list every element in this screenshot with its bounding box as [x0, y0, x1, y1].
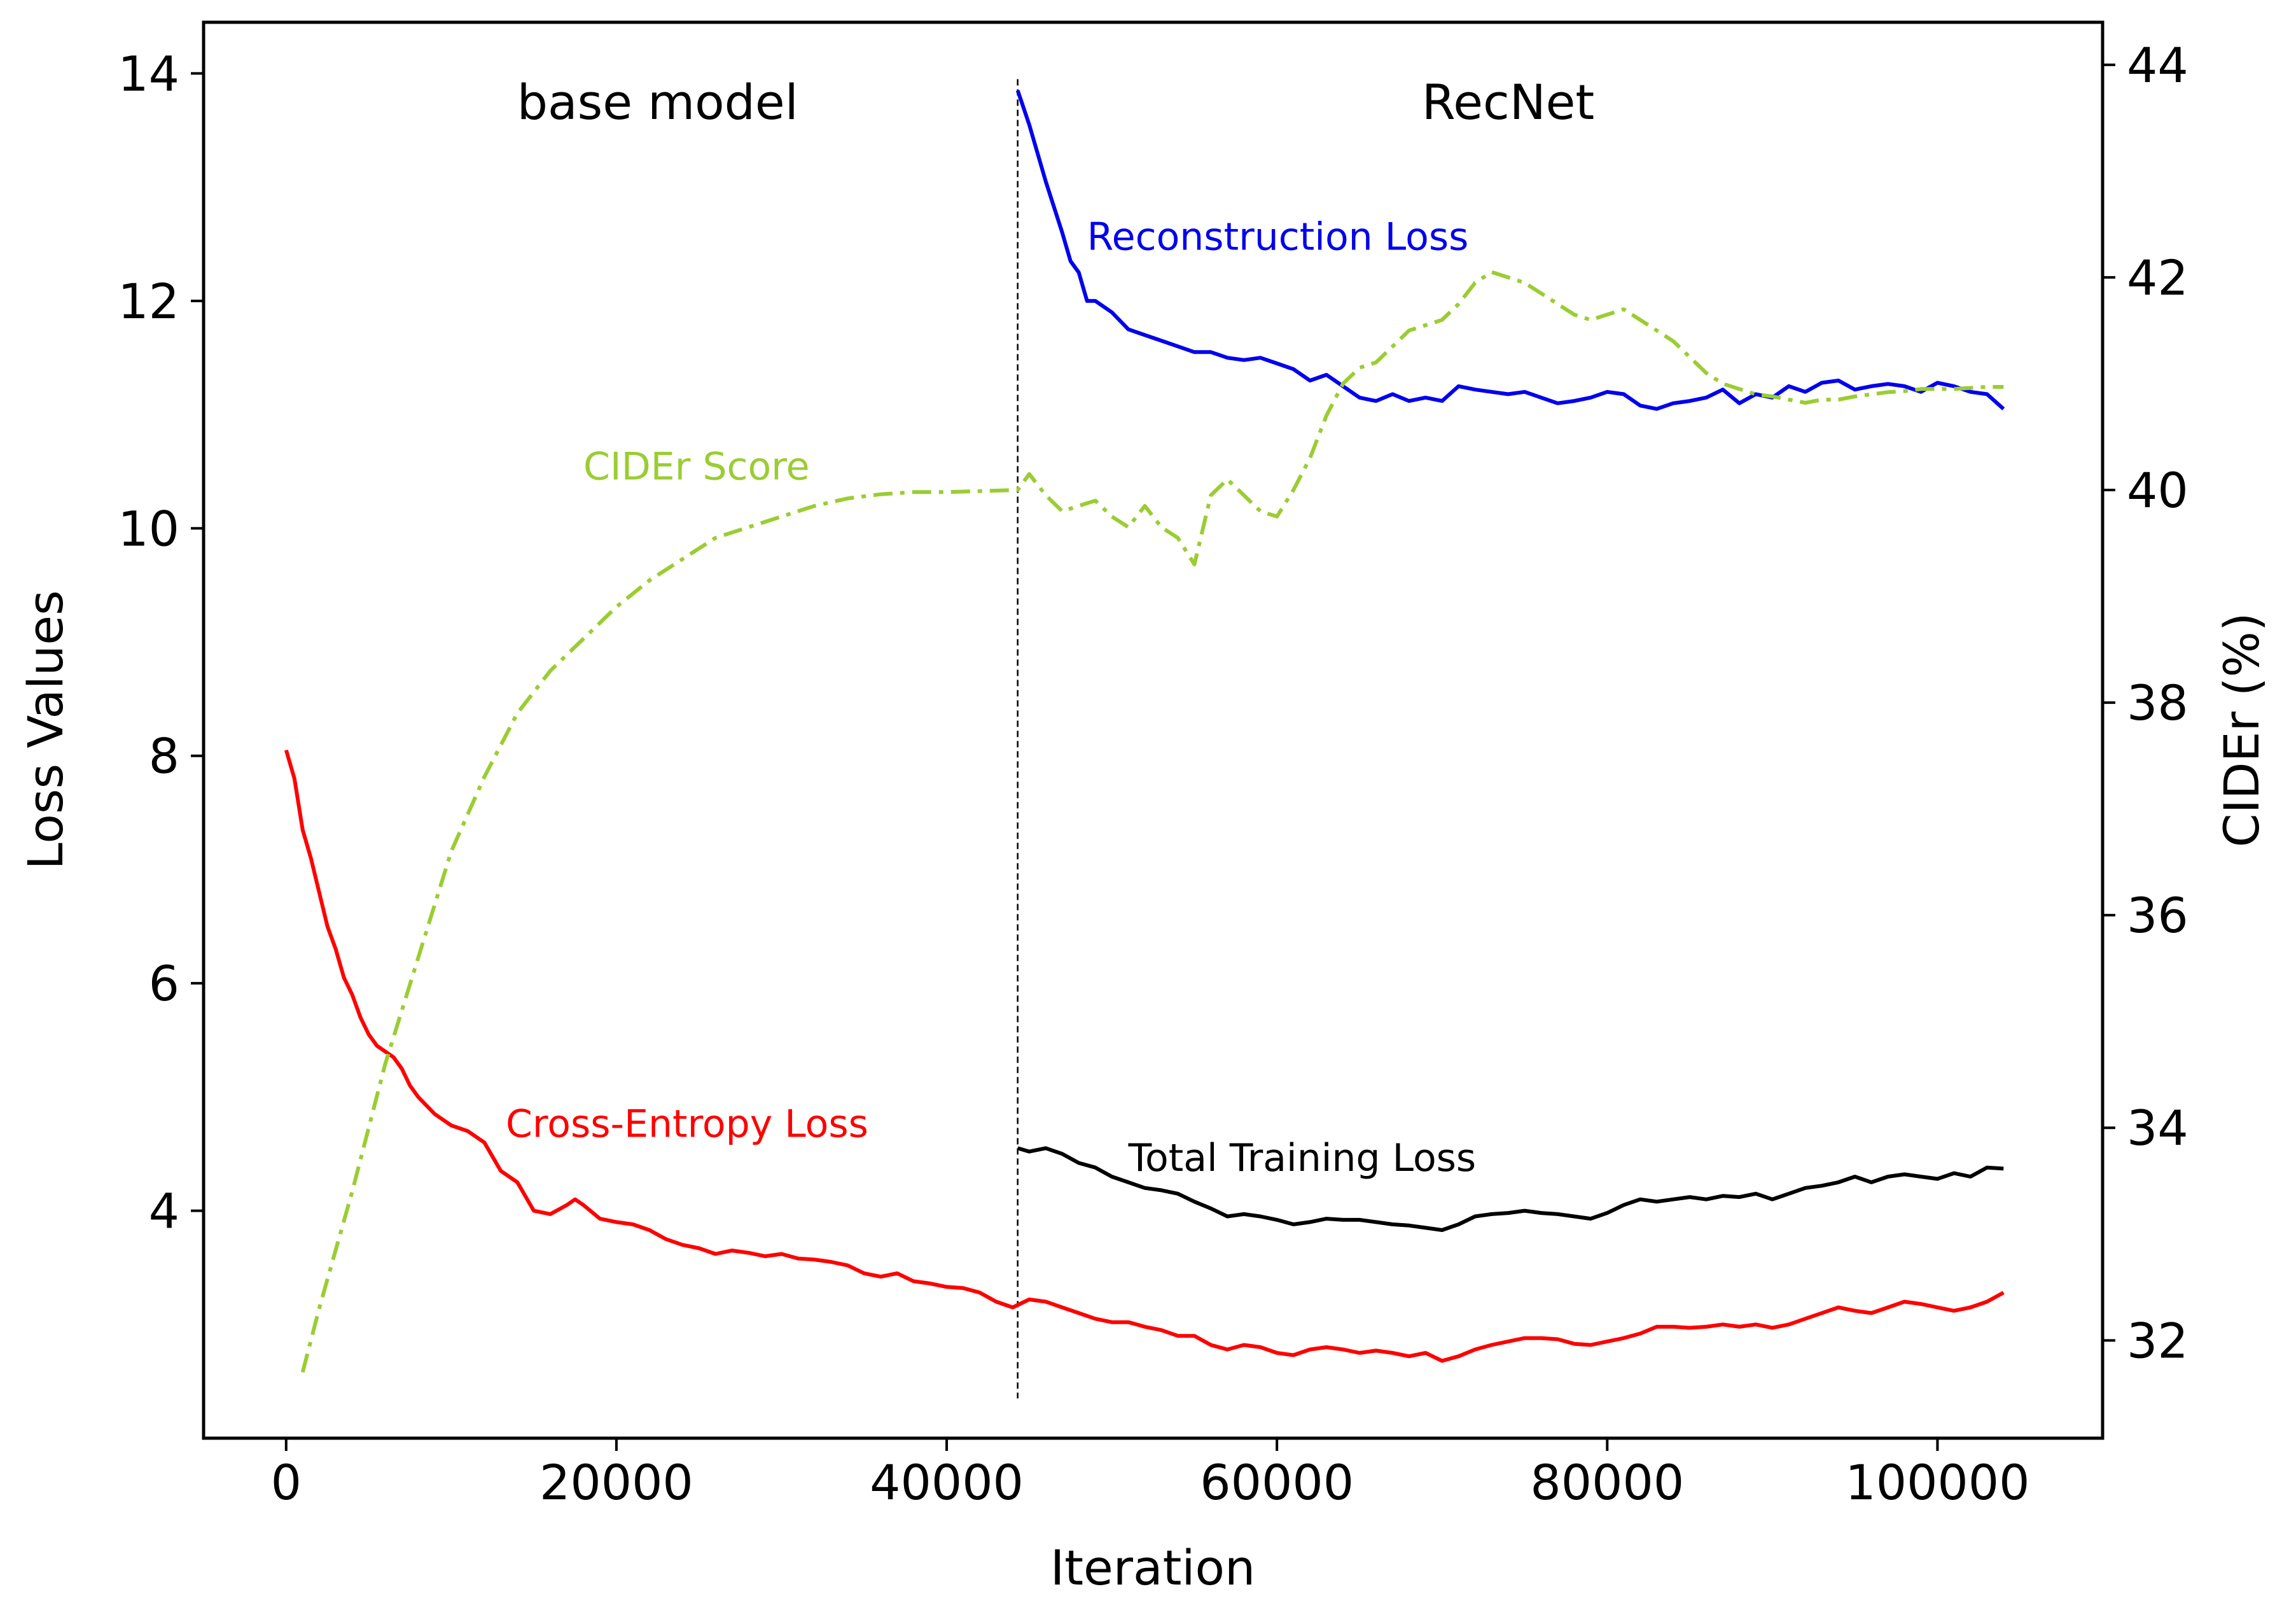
y-tick-label: 14	[118, 45, 179, 102]
series-line-reconstruction-loss	[1015, 90, 2005, 411]
series-label-reconstruction-loss: Reconstruction Loss	[1087, 214, 1469, 259]
phase-label-base-model: base model	[517, 74, 798, 130]
series-label-total-training-loss: Total Training Loss	[1128, 1136, 1477, 1180]
y2-tick-label: 36	[2127, 887, 2188, 944]
phase-label-recnet: RecNet	[1422, 74, 1594, 130]
y2-axis-label: CIDEr (%)	[2213, 613, 2270, 848]
series-label-cider-score: CIDEr Score	[583, 444, 810, 489]
y-tick-label: 10	[118, 500, 179, 557]
y-axis-label: Loss Values	[17, 590, 74, 869]
axis-layer: 0 20000 40000 60000 80000 100000 4 6 8 10 12 14 32 34…	[118, 37, 2188, 1511]
y2-tick-label: 40	[2127, 462, 2188, 519]
x-tick-label: 60000	[1200, 1454, 1354, 1511]
y-tick-label: 8	[149, 728, 179, 785]
series-line-cider-score	[300, 270, 2004, 1373]
x-tick-label: 0	[271, 1454, 302, 1511]
x-tick-label: 80000	[1530, 1454, 1684, 1511]
plot-frame	[202, 20, 2105, 1440]
y-tick-label: 4	[149, 1183, 179, 1240]
x-tick-label: 100000	[1845, 1454, 2029, 1511]
x-tick-label: 40000	[870, 1454, 1024, 1511]
y2-tick-label: 44	[2127, 37, 2188, 94]
series-layer: base model RecNet Cross-Entropy Loss Recons…	[284, 74, 2005, 1399]
series-line-cross-entropy-loss	[284, 749, 2005, 1363]
y2-tick-label: 32	[2127, 1312, 2188, 1369]
y2-tick-label: 38	[2127, 675, 2188, 731]
y-tick-label: 6	[149, 955, 179, 1012]
series-label-cross-entropy-loss: Cross-Entropy Loss	[506, 1102, 868, 1146]
x-tick-label: 20000	[539, 1454, 693, 1511]
y-tick-label: 12	[118, 273, 179, 330]
series-line-total-training-loss	[1017, 1146, 2004, 1232]
x-axis-label: Iteration	[1050, 1539, 1255, 1596]
y2-tick-label: 42	[2127, 249, 2188, 306]
y2-tick-label: 34	[2127, 1100, 2188, 1156]
